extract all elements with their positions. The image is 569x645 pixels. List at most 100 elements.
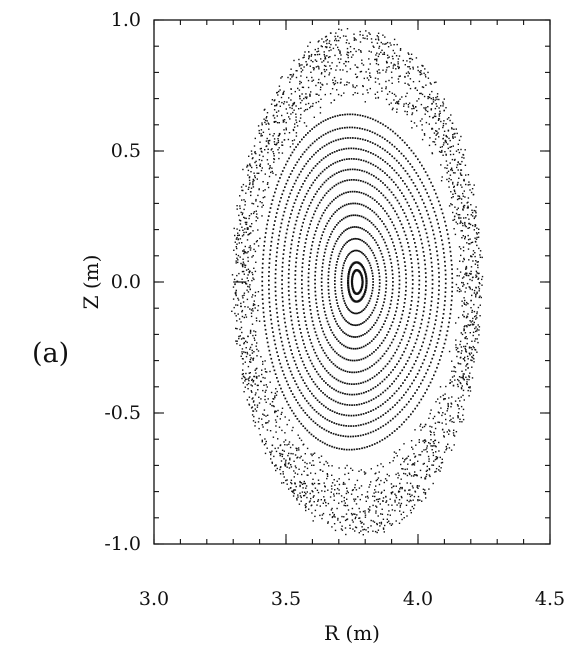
- flux-surface-point: [335, 240, 338, 242]
- stochastic-layer-point: [394, 499, 396, 502]
- flux-surface-point: [344, 302, 346, 305]
- stochastic-layer-point: [355, 526, 358, 529]
- stochastic-layer-point: [390, 492, 392, 494]
- stochastic-layer-point: [453, 434, 455, 436]
- stochastic-layer-point: [412, 463, 414, 465]
- stochastic-layer-point: [475, 296, 477, 298]
- stochastic-layer-point: [304, 482, 306, 485]
- stochastic-layer-point: [468, 286, 470, 288]
- flux-surface-point: [332, 315, 335, 317]
- flux-surface-point: [371, 185, 374, 187]
- flux-surface-point: [393, 380, 395, 383]
- stochastic-layer-point: [239, 238, 242, 240]
- stochastic-layer-point: [274, 447, 276, 450]
- flux-surface-point: [280, 222, 283, 225]
- flux-surface-point: [418, 279, 421, 282]
- stochastic-layer-point: [477, 341, 479, 344]
- flux-surface-point: [421, 362, 424, 365]
- stochastic-layer-point: [459, 260, 461, 262]
- flux-surface-point: [362, 345, 365, 348]
- stochastic-layer-point: [272, 114, 275, 117]
- flux-surface-point: [327, 204, 330, 207]
- stochastic-layer-point: [418, 80, 421, 83]
- stochastic-layer-point: [346, 39, 348, 41]
- flux-surface-point: [383, 298, 386, 300]
- flux-surface-point: [437, 338, 440, 340]
- flux-surface-point: [277, 380, 279, 383]
- stochastic-layer-point: [317, 47, 319, 50]
- stochastic-layer-point: [381, 491, 383, 493]
- flux-surface-point: [333, 318, 336, 320]
- stochastic-layer-point: [425, 448, 427, 451]
- stochastic-layer-point: [449, 415, 451, 417]
- stochastic-layer-point: [382, 53, 384, 55]
- stochastic-layer-point: [467, 174, 470, 176]
- stochastic-layer-point: [346, 487, 348, 489]
- stochastic-layer-point: [253, 248, 255, 251]
- flux-surface-point: [356, 202, 359, 205]
- stochastic-layer-point: [250, 309, 253, 311]
- stochastic-layer-point: [435, 446, 437, 448]
- stochastic-layer-point: [381, 87, 383, 89]
- stochastic-layer-point: [471, 366, 473, 368]
- stochastic-layer-point: [288, 97, 290, 99]
- flux-surface-point: [423, 259, 426, 262]
- flux-surface-point: [397, 295, 400, 298]
- stochastic-layer-point: [288, 441, 291, 443]
- stochastic-layer-point: [474, 327, 476, 330]
- flux-surface-point: [436, 218, 438, 221]
- stochastic-layer-point: [460, 248, 462, 250]
- stochastic-layer-point: [376, 464, 379, 467]
- stochastic-layer-point: [250, 312, 253, 314]
- stochastic-layer-point: [315, 93, 317, 95]
- stochastic-layer-point: [430, 439, 432, 441]
- stochastic-layer-point: [349, 527, 351, 529]
- stochastic-layer-point: [260, 147, 262, 150]
- flux-surface-point: [281, 274, 283, 277]
- flux-surface-point: [298, 350, 300, 352]
- stochastic-layer-point: [460, 148, 462, 151]
- stochastic-layer-point: [245, 340, 247, 342]
- stochastic-layer-point: [472, 215, 474, 217]
- stochastic-layer-point: [237, 259, 239, 261]
- flux-surface-point: [354, 113, 356, 116]
- stochastic-layer-point: [348, 42, 350, 45]
- stochastic-layer-point: [297, 434, 299, 436]
- stochastic-layer-point: [445, 134, 447, 137]
- flux-surface-point: [432, 229, 434, 232]
- flux-surface-point: [411, 382, 413, 385]
- flux-surface-point: [348, 404, 351, 406]
- stochastic-layer-point: [364, 512, 366, 514]
- stochastic-layer-point: [363, 528, 366, 531]
- flux-surface-point: [289, 406, 292, 409]
- stochastic-layer-point: [359, 41, 362, 43]
- flux-surface-point: [345, 414, 348, 417]
- stochastic-layer-point: [412, 81, 415, 83]
- flux-surface-point: [288, 157, 290, 160]
- flux-surface-point: [291, 353, 293, 355]
- flux-surface-point: [337, 238, 339, 240]
- stochastic-layer-point: [299, 495, 302, 497]
- stochastic-layer-point: [376, 523, 378, 526]
- stochastic-layer-point: [235, 238, 238, 240]
- flux-surface-point: [334, 273, 336, 276]
- flux-surface-point: [360, 382, 362, 384]
- flux-surface-point: [317, 357, 319, 360]
- flux-surface-point: [377, 269, 380, 271]
- stochastic-layer-point: [354, 486, 356, 489]
- stochastic-layer-point: [443, 435, 445, 437]
- stochastic-layer-point: [258, 427, 260, 430]
- flux-surface-point: [358, 359, 360, 361]
- stochastic-layer-point: [474, 237, 476, 239]
- stochastic-layer-point: [261, 441, 263, 443]
- stochastic-layer-point: [249, 354, 251, 356]
- stochastic-layer-point: [334, 489, 336, 491]
- flux-surface-point: [331, 445, 333, 448]
- flux-surface-point: [334, 276, 336, 279]
- stochastic-layer-point: [278, 152, 280, 154]
- stochastic-layer-point: [469, 278, 471, 281]
- stochastic-layer-point: [365, 496, 367, 498]
- flux-surface-point: [261, 271, 264, 274]
- stochastic-layer-point: [454, 132, 456, 135]
- stochastic-layer-point: [416, 125, 418, 127]
